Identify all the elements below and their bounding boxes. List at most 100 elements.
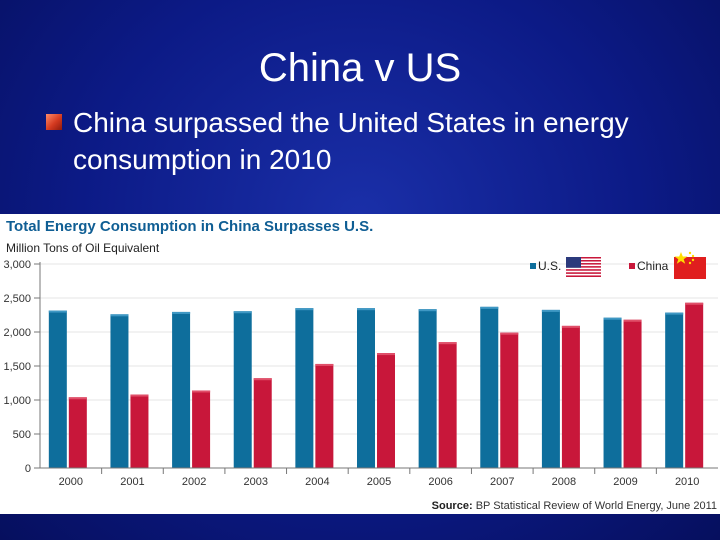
flag-stripe xyxy=(566,258,601,261)
y-tick-label: 2,000 xyxy=(3,327,31,339)
bar-highlight xyxy=(623,319,642,322)
us-flag-icon xyxy=(566,257,601,277)
bar-highlight xyxy=(480,306,499,309)
bar-highlight xyxy=(295,308,314,311)
bar-us xyxy=(110,314,129,468)
chart-panel: 0 500 1,000 1,500 2,000 2,500 3,000 2000 2001 200… xyxy=(0,214,720,514)
legend-swatch-us xyxy=(530,263,536,269)
bar-us xyxy=(233,311,252,468)
x-tick-label: 2007 xyxy=(490,476,514,488)
y-tick-label: 1,500 xyxy=(3,361,31,373)
bar-highlight xyxy=(685,302,704,305)
flag-stripe xyxy=(566,275,601,277)
bar-china xyxy=(438,342,457,468)
flag-small-star xyxy=(688,261,692,265)
slide-title: China v US xyxy=(258,46,462,90)
x-tick-label: 2009 xyxy=(613,476,637,488)
bar-us xyxy=(480,306,499,468)
flag-stripe xyxy=(566,263,601,265)
bar-china xyxy=(377,353,395,468)
bar-highlight xyxy=(172,311,191,314)
x-tick-label: 2006 xyxy=(428,476,452,488)
bar-highlight xyxy=(192,390,211,393)
bar-china xyxy=(685,302,704,468)
flag-stripe xyxy=(566,257,601,259)
bar-us xyxy=(295,308,314,468)
legend-label-china: China xyxy=(637,259,669,273)
flag-stripe xyxy=(566,272,601,274)
chart-title: Total Energy Consumption in China Surpas… xyxy=(6,218,374,235)
bar-us xyxy=(172,311,191,468)
y-tick-label: 1,000 xyxy=(3,395,31,407)
y-tick-label: 2,500 xyxy=(3,293,31,305)
x-tick-label: 2003 xyxy=(243,476,267,488)
y-tick-label: 0 xyxy=(25,463,31,475)
bar-china xyxy=(561,325,580,468)
flag-stripe xyxy=(566,267,601,270)
bullet-marker-icon xyxy=(46,114,62,130)
bar-highlight xyxy=(357,308,375,311)
bar-highlight xyxy=(68,397,87,400)
flag-star xyxy=(674,252,688,264)
x-tick-label: 2008 xyxy=(552,476,576,488)
x-tick-label: 2002 xyxy=(182,476,206,488)
flag-canton xyxy=(566,257,581,268)
axes: 0 500 1,000 1,500 2,000 2,500 3,000 2000 2001 200… xyxy=(3,259,718,488)
flag-stripe xyxy=(566,273,601,276)
flag-small-star xyxy=(691,254,695,258)
bar-us xyxy=(665,312,684,468)
bar-highlight xyxy=(665,312,684,315)
bar-highlight xyxy=(110,314,129,317)
x-tick-label: 2010 xyxy=(675,476,699,488)
x-tick-label: 2000 xyxy=(59,476,83,488)
legend-swatch-china xyxy=(629,263,635,269)
y-tick-label: 3,000 xyxy=(3,259,31,271)
flag-stripe xyxy=(566,269,601,271)
bar-us xyxy=(357,308,375,468)
x-tick-label: 2001 xyxy=(120,476,144,488)
bar-highlight xyxy=(253,378,272,381)
bar-us xyxy=(48,310,67,468)
flag-stripe xyxy=(566,266,601,268)
bar-highlight xyxy=(418,309,437,312)
bar-highlight xyxy=(233,311,252,314)
flag-stripe xyxy=(566,261,601,264)
bar-china xyxy=(130,394,149,468)
bar-highlight xyxy=(500,332,519,335)
source-note: Source: BP Statistical Review of World E… xyxy=(432,500,717,512)
bar-group xyxy=(48,302,704,468)
flag-small-star xyxy=(691,258,695,262)
bar-highlight xyxy=(438,342,457,345)
bar-highlight xyxy=(48,310,67,313)
legend-label-us: U.S. xyxy=(538,259,561,273)
bar-us xyxy=(603,317,622,468)
bar-china xyxy=(68,397,87,468)
bar-highlight xyxy=(561,325,580,328)
bar-chart: 0 500 1,000 1,500 2,000 2,500 3,000 2000 2001 200… xyxy=(3,251,718,488)
source-label: Source: xyxy=(431,500,473,512)
bullet-text: China surpassed the United States in ene… xyxy=(73,107,629,175)
bar-highlight xyxy=(603,317,622,320)
flag-stripe xyxy=(566,260,601,262)
x-tick-label: 2004 xyxy=(305,476,329,488)
bar-us xyxy=(418,309,437,468)
bar-china xyxy=(192,390,211,468)
china-flag-icon xyxy=(674,251,706,279)
bar-highlight xyxy=(377,353,395,356)
flag-field xyxy=(674,257,706,279)
source-text: BP Statistical Review of World Energy, J… xyxy=(475,500,717,512)
bar-china xyxy=(623,319,642,468)
bar-china xyxy=(315,363,334,468)
flag-small-star xyxy=(688,251,692,255)
flag-stripe xyxy=(566,264,601,267)
bar-china xyxy=(500,332,519,468)
y-tick-label: 500 xyxy=(13,429,31,441)
x-tick-label: 2005 xyxy=(367,476,391,488)
bar-highlight xyxy=(315,363,334,366)
bar-china xyxy=(253,378,272,468)
bar-highlight xyxy=(541,309,560,312)
flag-stripe xyxy=(566,270,601,273)
y-axis-label: Million Tons of Oil Equivalent xyxy=(6,241,160,255)
legend: U.S. China xyxy=(530,251,706,279)
bar-highlight xyxy=(130,394,149,397)
